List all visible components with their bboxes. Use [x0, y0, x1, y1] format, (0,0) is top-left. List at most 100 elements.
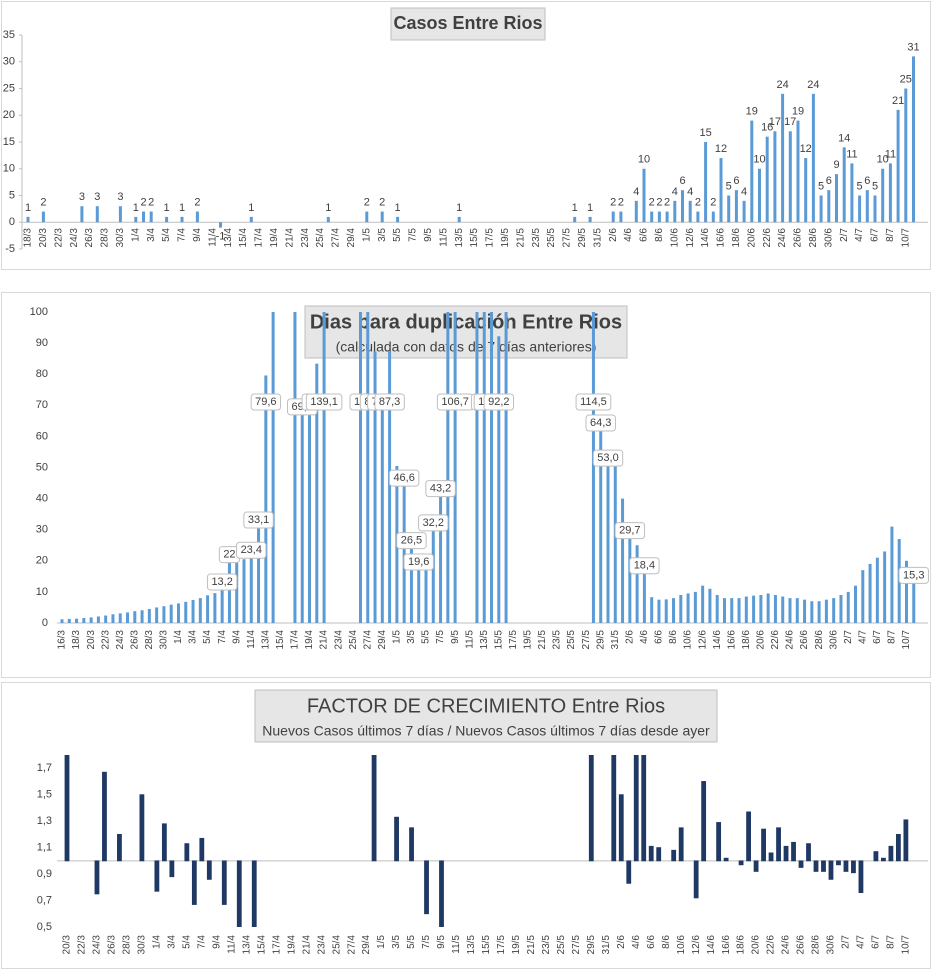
bar: [388, 351, 392, 623]
y-tick-label: 25: [3, 82, 15, 94]
x-tick-label: 15/5: [493, 630, 504, 650]
x-tick-label: 6/6: [646, 935, 657, 949]
bar: [673, 200, 677, 223]
data-label: 106,7: [441, 396, 469, 408]
bar: [165, 216, 169, 223]
data-label: 139,1: [310, 396, 338, 408]
bar: [322, 312, 326, 623]
bar: [795, 598, 799, 623]
data-label: 19,6: [408, 556, 429, 568]
data-label: 2: [40, 196, 46, 208]
data-label: 4: [687, 186, 693, 198]
label-box: [305, 393, 343, 411]
data-label: 43,2: [430, 483, 451, 495]
bar: [424, 562, 428, 623]
x-tick-label: 21/4: [301, 935, 312, 955]
x-tick-label: 29/5: [595, 630, 606, 650]
y-tick-label: 10: [36, 586, 48, 598]
bar: [82, 618, 86, 623]
x-tick-label: 26/3: [107, 935, 118, 955]
bar: [293, 312, 297, 623]
bar: [453, 312, 457, 623]
x-tick-label: 7/5: [408, 228, 419, 242]
data-label: 87,3: [379, 396, 400, 408]
bar: [679, 595, 683, 623]
x-tick-label: 27/5: [562, 228, 573, 248]
data-label: 2: [656, 196, 662, 208]
x-tick-label: 5/4: [181, 935, 192, 949]
chart-title: Dias para duplicación Entre Rios: [310, 311, 622, 333]
y-tick-label: 30: [3, 56, 15, 68]
bar: [850, 163, 854, 223]
data-label: 53,0: [597, 452, 618, 464]
bar: [504, 312, 508, 623]
label-box: [250, 393, 282, 411]
bar: [482, 312, 486, 623]
bar: [796, 120, 800, 223]
x-tick-label: 24/3: [92, 935, 103, 955]
x-tick-label: 13/4: [260, 630, 271, 650]
y-tick-label: 1,1: [37, 842, 52, 854]
data-label: 12: [715, 143, 727, 155]
x-tick-label: 28/6: [808, 228, 819, 248]
x-tick-label: 21/5: [526, 935, 537, 955]
x-tick-label: 12/6: [685, 228, 696, 248]
bar: [727, 195, 731, 223]
bar: [722, 598, 726, 623]
label-box: [396, 532, 427, 550]
label-box: [898, 566, 929, 584]
x-tick-label: 5/4: [202, 630, 213, 644]
x-tick-label: 12/6: [697, 630, 708, 650]
x-tick-label: 1/5: [392, 630, 403, 644]
label-box: [592, 449, 624, 467]
bar: [613, 458, 617, 623]
x-tick-label: 27/4: [331, 228, 342, 248]
bar: [865, 190, 869, 223]
x-tick-label: 5/4: [161, 228, 172, 242]
x-tick-label: 17/4: [254, 228, 265, 248]
data-label: 92,2: [488, 396, 509, 408]
bar: [742, 200, 746, 223]
y-tick-label: 0,7: [37, 894, 52, 906]
bar: [890, 526, 894, 623]
bar: [142, 211, 145, 223]
x-tick-label: 24/3: [69, 228, 80, 248]
bar: [439, 860, 444, 927]
bar: [861, 570, 865, 623]
bar: [184, 601, 188, 623]
y-tick-label: 60: [36, 430, 48, 442]
x-tick-label: 2/6: [608, 228, 619, 242]
y-tick-label: 0,9: [37, 868, 52, 880]
x-tick-label: 8/7: [887, 630, 898, 644]
x-tick-label: 18/6: [731, 228, 742, 248]
bar: [619, 211, 623, 223]
x-tick-label: 10/7: [901, 630, 912, 650]
x-tick-label: 30/6: [828, 630, 839, 650]
bar: [875, 557, 879, 623]
bar: [149, 211, 153, 223]
bar: [626, 860, 632, 884]
x-tick-label: 4/6: [631, 935, 642, 949]
x-tick-label: 20/3: [38, 228, 49, 248]
bar: [773, 131, 777, 223]
x-tick-label: 29/5: [577, 228, 588, 248]
data-label: 21: [892, 95, 904, 107]
bar: [835, 174, 838, 223]
bar: [621, 498, 625, 623]
bar: [912, 56, 915, 223]
bar: [708, 588, 712, 623]
x-tick-label: 23/4: [316, 935, 327, 955]
bar: [781, 596, 785, 623]
bar: [681, 190, 684, 223]
bar: [221, 860, 227, 905]
data-label: 6: [826, 175, 832, 187]
x-tick-label: 23/5: [531, 228, 542, 248]
bar: [300, 406, 304, 623]
x-tick-label: 18/3: [23, 228, 34, 248]
bar: [75, 618, 79, 623]
bar: [249, 216, 253, 223]
data-label: 2: [664, 196, 670, 208]
x-tick-label: 24/6: [777, 228, 788, 248]
bar: [738, 860, 744, 866]
bar: [648, 845, 654, 862]
